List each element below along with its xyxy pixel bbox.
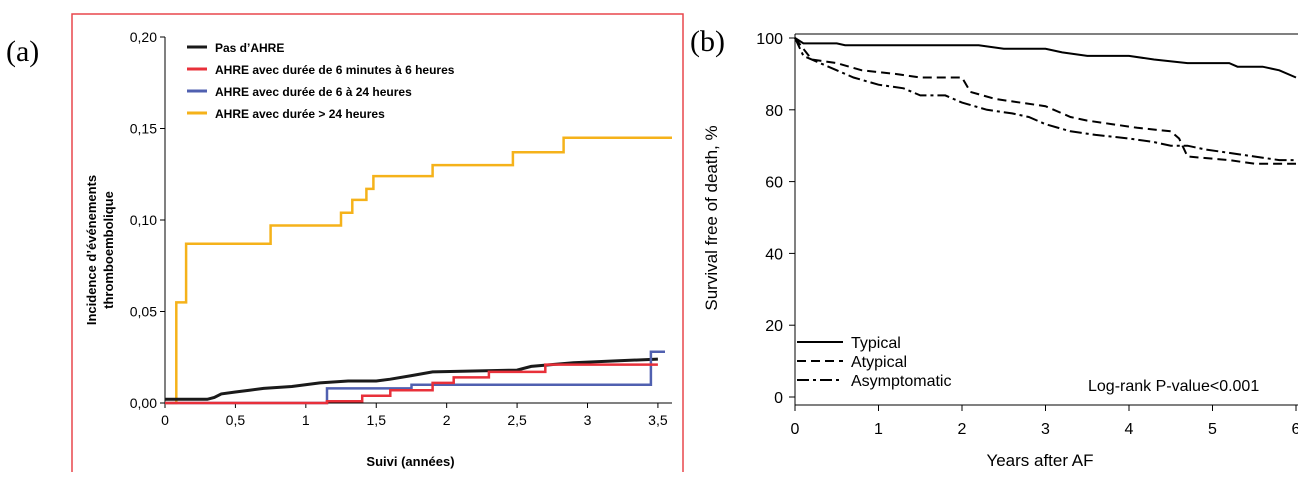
series-line <box>165 136 672 405</box>
legend-label: AHRE avec durée de 6 à 24 heures <box>215 85 412 99</box>
legend-label: Pas d’AHRE <box>215 41 284 55</box>
y-tick-label: 20 <box>765 318 783 335</box>
series-line <box>794 37 1297 79</box>
x-tick-label: 0 <box>791 421 800 438</box>
panel-a-frame <box>71 13 684 477</box>
legend-label: Asymptomatic <box>851 373 951 390</box>
y-axis-title: Incidence d’événements thromboembolique <box>84 175 116 325</box>
x-tick-label: 3,5 <box>648 412 668 428</box>
panel-a-letter: (a) <box>6 35 39 68</box>
legend-label: Typical <box>851 335 901 352</box>
y-axis-title: Survival free of death, % <box>702 125 721 310</box>
x-tick-label: 6 <box>1292 421 1298 438</box>
x-tick-label: 4 <box>1125 421 1134 438</box>
y-tick-label: 0,15 <box>130 121 157 137</box>
x-tick-label: 0 <box>161 412 169 428</box>
series-line <box>794 37 1296 165</box>
series-line <box>165 350 665 405</box>
y-tick-label: 0,20 <box>130 29 157 45</box>
x-tick-label: 0,5 <box>226 412 246 428</box>
series-line <box>794 37 1296 162</box>
x-tick-label: 3 <box>1041 421 1050 438</box>
y-tick-label: 80 <box>765 103 783 120</box>
y-axis-title-line: thromboembolique <box>101 191 116 309</box>
series-line <box>165 363 658 405</box>
y-axis-title-line: Incidence d’événements <box>84 175 99 325</box>
y-tick-label: 40 <box>765 246 783 263</box>
x-tick-label: 2,5 <box>507 412 527 428</box>
legend-label: AHRE avec durée de 6 minutes à 6 heures <box>215 63 455 77</box>
x-tick-label: 3 <box>584 412 592 428</box>
legend-label: Atypical <box>851 354 907 371</box>
x-tick-label: 1 <box>874 421 883 438</box>
y-tick-label: 100 <box>756 31 783 48</box>
x-axis-title: Years after AF <box>986 451 1093 470</box>
y-tick-label: 0 <box>774 390 783 407</box>
series-line <box>165 357 658 401</box>
y-tick-label: 60 <box>765 175 783 192</box>
y-tick-label: 0,05 <box>130 304 157 320</box>
x-tick-label: 2 <box>443 412 451 428</box>
legend-label: AHRE avec durée > 24 heures <box>215 107 385 121</box>
x-tick-label: 2 <box>958 421 967 438</box>
y-tick-label: 0,10 <box>130 212 157 228</box>
x-tick-label: 1 <box>302 412 310 428</box>
chart-a: 0,00 0,05 0,10 0,15 0,20 0 0,5 1 1,5 2 2,5 3 3,5 Suiv… <box>84 29 672 469</box>
logrank-annotation: Log-rank P-value<0.001 <box>1088 378 1259 395</box>
x-tick-label: 1,5 <box>367 412 387 428</box>
x-axis-title: Suivi (années) <box>366 454 454 469</box>
panel-b-letter: (b) <box>690 25 725 58</box>
x-tick-label: 5 <box>1208 421 1217 438</box>
y-tick-label: 0,00 <box>130 395 157 411</box>
chart-b: 0 20 40 60 80 100 0 1 2 3 4 5 6 Years after AF Surviva… <box>702 31 1298 470</box>
